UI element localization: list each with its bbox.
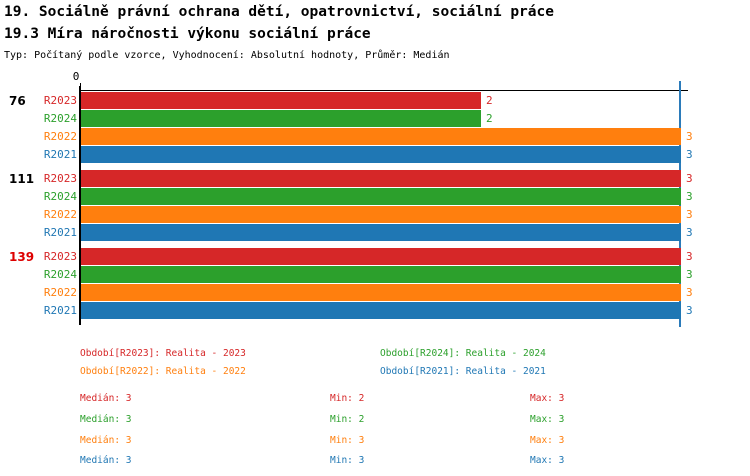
bar-value-label: 3 <box>686 226 693 239</box>
stat-min: Min: 2 <box>330 414 365 425</box>
series-label-r2023: R2023 <box>43 94 77 107</box>
series-label-r2024: R2024 <box>43 112 77 125</box>
stat-median: Medián: 3 <box>80 393 132 404</box>
bar-value-label: 3 <box>686 148 693 161</box>
bar-chart: 0 76 R2023 2 R2024 2 R2022 3 R2021 3 111 R2023 3 R20… <box>9 70 693 327</box>
bar-r2022 <box>81 128 681 145</box>
bar-value-label: 2 <box>486 94 493 107</box>
bar-r2024 <box>81 110 481 127</box>
stat-max: Max: 3 <box>530 455 565 466</box>
series-label-r2022: R2022 <box>43 130 77 143</box>
series-label-r2023: R2023 <box>43 250 77 263</box>
stat-median: Medián: 3 <box>80 414 132 425</box>
stat-min: Min: 3 <box>330 435 365 446</box>
axis-vertical-line <box>79 86 81 325</box>
legend-item: Období[R2024]: Realita - 2024 <box>380 348 546 359</box>
group-label: 139 <box>9 250 35 264</box>
bar-value-label: 3 <box>686 130 693 143</box>
group-label: 76 <box>9 94 26 108</box>
series-label-r2022: R2022 <box>43 208 77 221</box>
stat-max: Max: 3 <box>530 435 565 446</box>
series-label-r2021: R2021 <box>43 304 77 317</box>
stat-min: Min: 3 <box>330 455 365 466</box>
page-title: 19. Sociálně právní ochrana dětí, opatro… <box>4 4 554 20</box>
bar-value-label: 3 <box>686 208 693 221</box>
bar-r2021 <box>81 146 681 163</box>
stat-min: Min: 2 <box>330 393 365 404</box>
bar-value-label: 3 <box>686 250 693 263</box>
bar-r2023 <box>81 170 681 187</box>
legend-item: Období[R2022]: Realita - 2022 <box>80 366 246 377</box>
bar-r2021 <box>81 224 681 241</box>
series-label-r2023: R2023 <box>43 172 77 185</box>
legend-item: Období[R2021]: Realita - 2021 <box>380 366 546 377</box>
axis-zero-label: 0 <box>72 70 80 83</box>
page-meta: Typ: Počítaný podle vzorce, Vyhodnocení:… <box>4 50 450 61</box>
bar-r2023 <box>81 92 481 109</box>
stat-max: Max: 3 <box>530 414 565 425</box>
bar-value-label: 3 <box>686 172 693 185</box>
axis-top-line <box>80 90 688 91</box>
bar-value-label: 3 <box>686 268 693 281</box>
series-label-r2021: R2021 <box>43 226 77 239</box>
bar-r2024 <box>81 266 681 283</box>
page-subtitle: 19.3 Míra náročnosti výkonu sociální prá… <box>4 26 371 42</box>
stat-median: Medián: 3 <box>80 435 132 446</box>
bar-r2024 <box>81 188 681 205</box>
series-label-r2022: R2022 <box>43 286 77 299</box>
legend-item: Období[R2023]: Realita - 2023 <box>80 348 246 359</box>
bar-r2021 <box>81 302 681 319</box>
bar-value-label: 3 <box>686 304 693 317</box>
bar-value-label: 2 <box>486 112 493 125</box>
bar-r2022 <box>81 206 681 223</box>
stat-max: Max: 3 <box>530 393 565 404</box>
series-label-r2021: R2021 <box>43 148 77 161</box>
bar-r2023 <box>81 248 681 265</box>
bar-value-label: 3 <box>686 190 693 203</box>
group-label: 111 <box>9 172 35 186</box>
series-label-r2024: R2024 <box>43 190 77 203</box>
bar-value-label: 3 <box>686 286 693 299</box>
stat-median: Medián: 3 <box>80 455 132 466</box>
bar-r2022 <box>81 284 681 301</box>
series-label-r2024: R2024 <box>43 268 77 281</box>
